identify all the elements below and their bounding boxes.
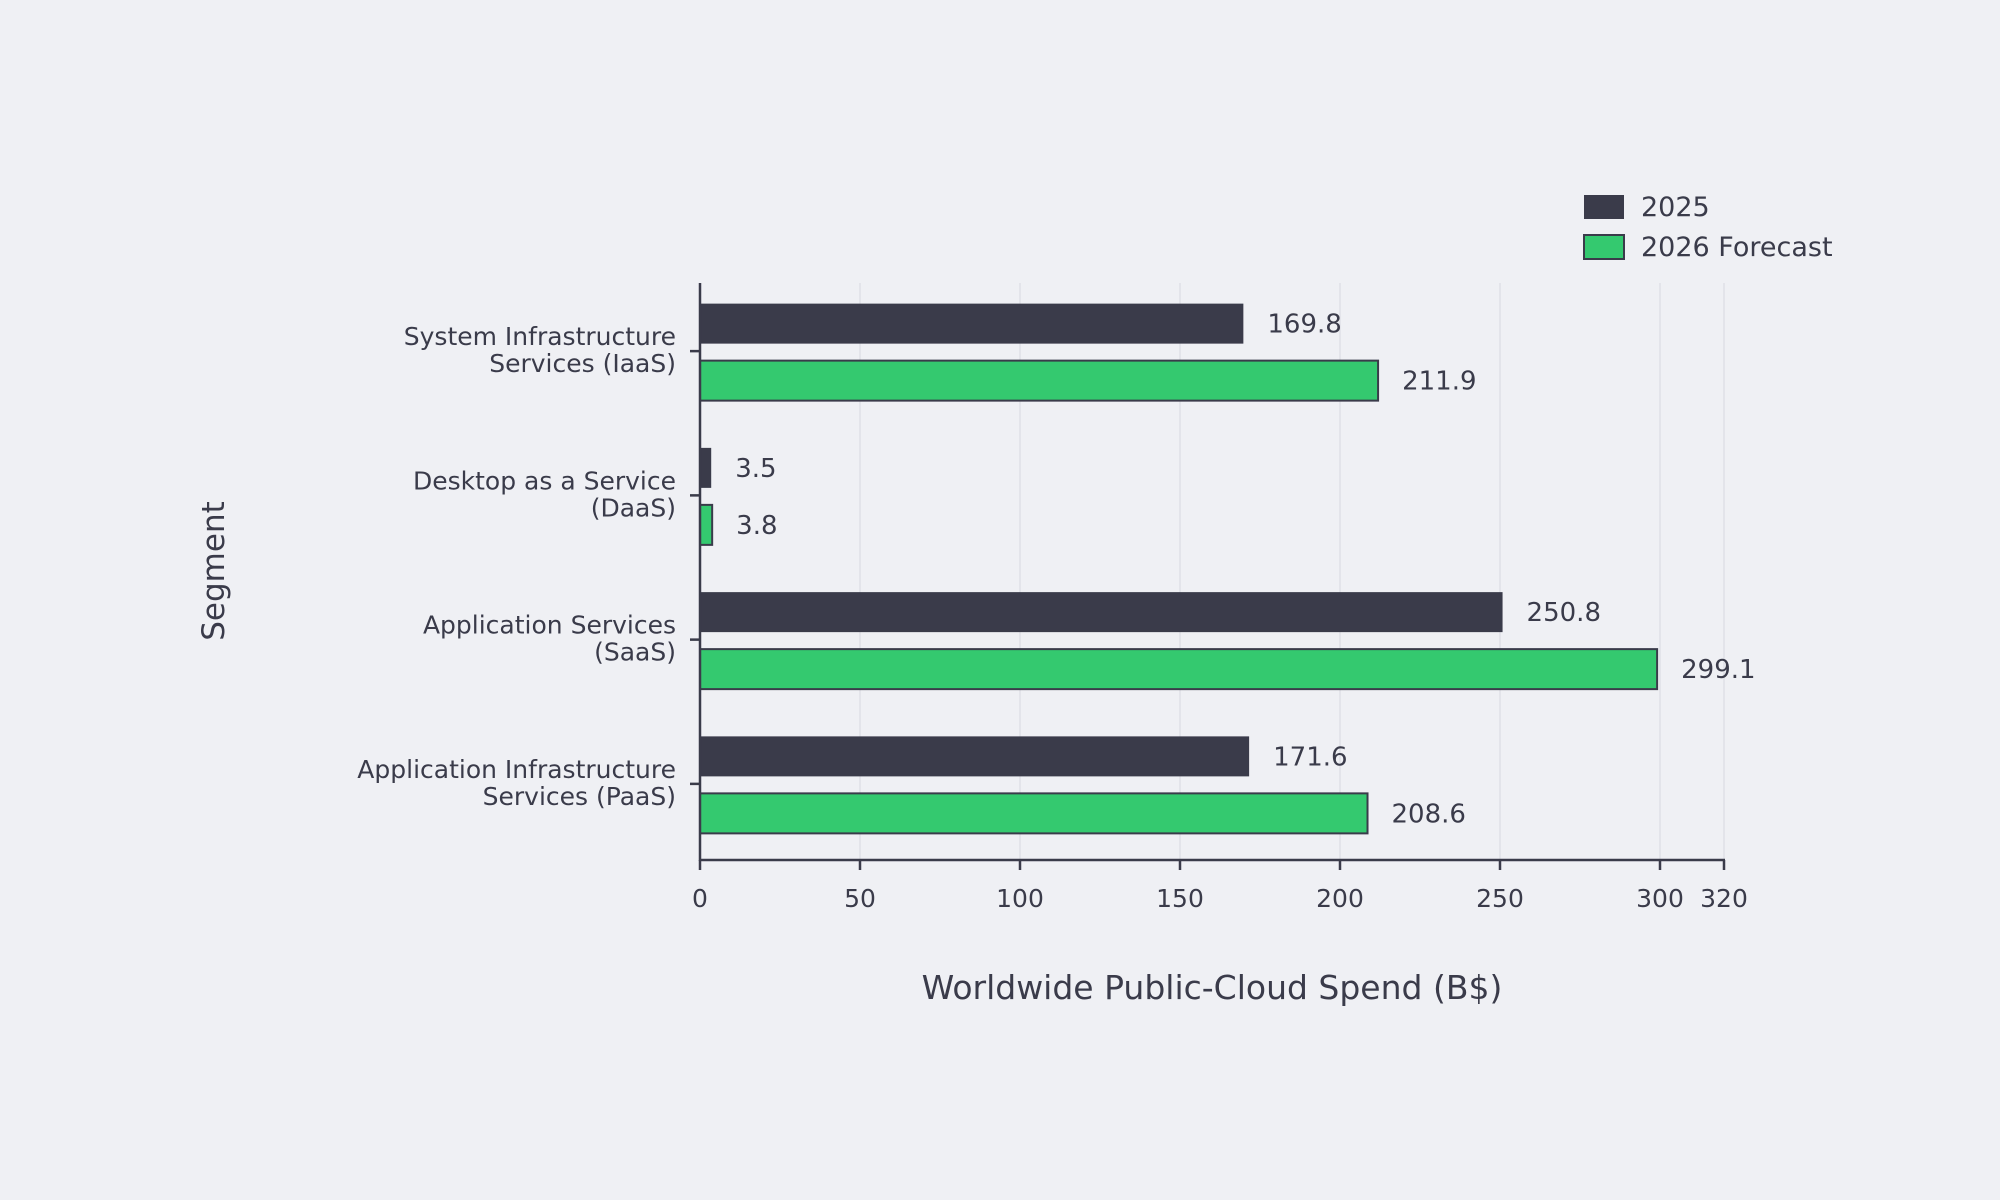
legend-swatch [1583,234,1625,260]
bar-2025 [700,303,1244,344]
x-tick-label: 320 [1700,884,1748,913]
y-axis-title: Segment [196,501,232,641]
y-tick-label: Services (IaaS) [489,349,676,378]
data-label: 169.8 [1267,310,1341,340]
x-tick-label: 0 [692,884,708,913]
axes: 0 50 100 150 200 250 300 320 System Infrastructu… [357,283,1748,913]
y-tick-label: (SaaS) [594,638,676,667]
legend-swatch [1584,195,1624,219]
y-tick-label: Application Infrastructure [357,755,676,784]
x-axis-title: Worldwide Public-Cloud Spend (B$) [922,968,1503,1007]
bar-2025 [700,736,1250,777]
bar-2025 [700,447,712,488]
x-tick-label: 300 [1636,884,1684,913]
x-tick-label: 50 [844,884,876,913]
x-tick-label: 150 [1156,884,1204,913]
data-label: 211.9 [1402,367,1476,397]
bar-2026-forecast [699,792,1369,835]
data-label: 3.5 [735,454,776,484]
bars: 169.8 211.9 3.5 3.8 250.8 299.1 171.6 208.6 [699,303,1756,835]
legend-label: 2025 [1641,192,1710,223]
data-label: 3.8 [736,511,777,541]
data-label: 208.6 [1392,799,1466,829]
data-label: 299.1 [1681,655,1755,685]
data-label: 171.6 [1273,742,1347,772]
bar-2025 [700,592,1503,633]
x-tick-label: 200 [1316,884,1364,913]
legend-label: 2026 Forecast [1641,232,1833,263]
x-tick-label: 250 [1476,884,1524,913]
y-tick-label: Application Services [423,611,676,640]
bar-2026-forecast [699,648,1659,691]
legend: 2025 2026 Forecast [1583,192,1833,263]
x-tick-label: 100 [996,884,1044,913]
bar-2026-forecast [699,359,1380,402]
y-tick-label: Services (PaaS) [483,782,676,811]
y-tick-label: (DaaS) [591,493,676,522]
y-tick-label: System Infrastructure [404,322,676,351]
bar-2026-forecast [699,503,714,546]
y-tick-label: Desktop as a Service [413,466,676,495]
data-label: 250.8 [1527,598,1601,628]
